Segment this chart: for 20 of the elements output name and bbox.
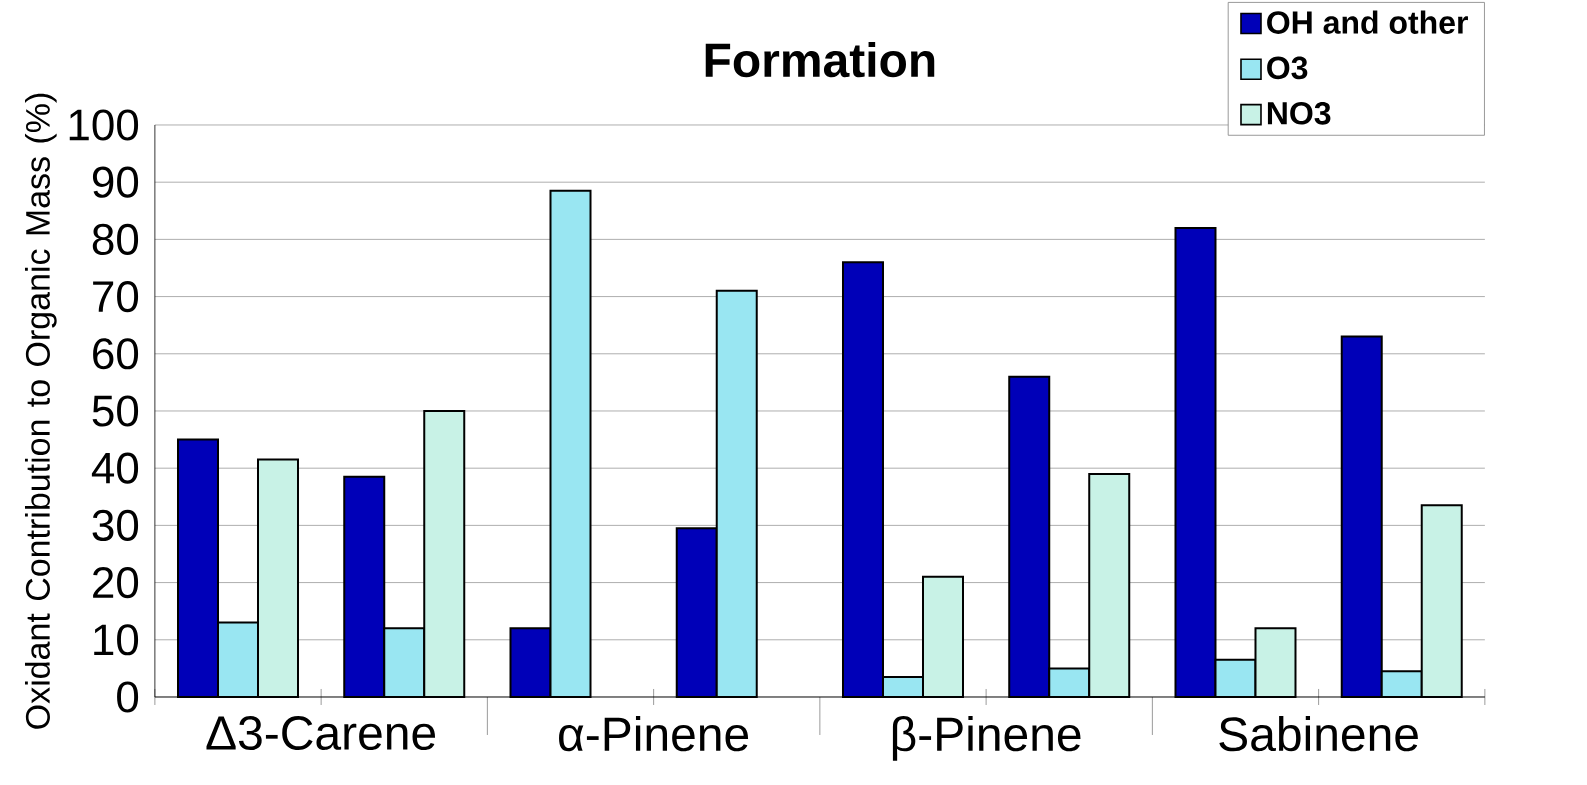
text: β-Pinene [892,716,1081,761]
legend-label: OH and other [1267,10,1468,34]
y-axis-title: Oxidant Contribution to Organic Mass (%) [24,93,57,729]
y-tick-label: 0 [117,681,139,713]
y-tick-label: 90 [92,166,139,198]
text: α-Pinene [559,716,749,752]
text: Sabinene [1219,716,1418,752]
y-tick-label: 50 [92,395,139,427]
y-tick-label: 40 [91,452,139,484]
y-tick-label: 20 [93,566,139,599]
y-tick-label: 80 [92,223,139,255]
chart-title: Formation [705,42,935,78]
legend-label: O3 [1267,56,1308,80]
y-tick-label: 70 [93,280,139,313]
y-tick-label: 60 [93,338,139,370]
y-tick-label: 10 [94,624,139,656]
text: Δ3-Carene [206,716,436,751]
legend-label: NO3 [1267,101,1331,125]
y-tick-label: 30 [92,509,139,541]
y-tick-label: 100 [69,109,139,141]
